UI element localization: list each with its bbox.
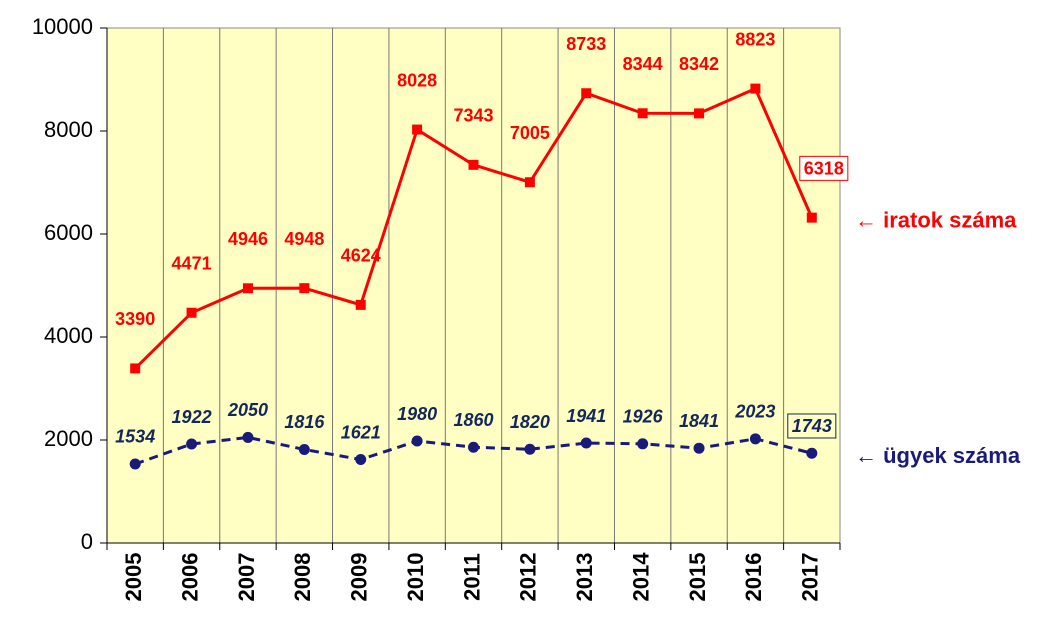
x-tick-label: 2007: [234, 553, 259, 602]
x-tick-label: 2006: [177, 553, 202, 602]
marker: [411, 435, 423, 447]
data-label: 2050: [227, 400, 268, 420]
data-label: 1621: [341, 422, 381, 442]
marker: [355, 454, 367, 466]
data-label: 8823: [735, 29, 775, 49]
data-label: 3390: [115, 309, 155, 329]
y-tick-label: 4000: [44, 323, 93, 348]
marker: [637, 108, 648, 119]
data-label-box: [787, 413, 837, 439]
data-label: 1922: [172, 407, 212, 427]
data-label: 4471: [172, 253, 212, 273]
marker: [298, 443, 310, 455]
data-label: 1820: [510, 412, 550, 432]
data-label: 1860: [453, 410, 493, 430]
y-tick-label: 2000: [44, 426, 93, 451]
y-tick-label: 6000: [44, 220, 93, 245]
y-tick-label: 0: [81, 529, 93, 554]
x-tick-label: 2011: [459, 553, 484, 601]
marker: [412, 124, 423, 135]
legend-label: ← ügyek száma: [855, 443, 1021, 468]
marker: [242, 283, 253, 294]
data-label: 7343: [453, 106, 493, 126]
x-tick-label: 2008: [290, 553, 315, 602]
marker: [524, 177, 535, 188]
marker: [581, 88, 592, 99]
marker: [693, 442, 705, 454]
data-label: 2023: [734, 402, 775, 422]
data-label: 6318: [804, 158, 844, 178]
marker: [299, 283, 310, 294]
data-label: 1926: [623, 407, 664, 427]
marker: [129, 458, 141, 470]
data-label: 4946: [228, 229, 268, 249]
marker: [186, 438, 198, 450]
data-label: 8028: [397, 70, 437, 90]
marker: [694, 108, 705, 119]
marker: [186, 307, 197, 318]
data-label: 1941: [566, 406, 606, 426]
marker: [242, 431, 254, 443]
marker: [468, 159, 479, 170]
data-label: 1841: [679, 411, 719, 431]
data-label: 8342: [679, 54, 719, 74]
data-label: 1980: [397, 404, 437, 424]
marker: [468, 441, 479, 453]
marker: [750, 83, 761, 94]
x-tick-label: 2014: [628, 552, 653, 602]
marker: [580, 437, 592, 449]
x-tick-label: 2015: [685, 553, 710, 602]
data-label: 1816: [284, 412, 325, 432]
x-tick-label: 2016: [741, 553, 766, 602]
x-tick-label: 2010: [403, 553, 428, 602]
x-tick-label: 2009: [347, 553, 372, 602]
data-label: 7005: [510, 123, 550, 143]
marker: [749, 433, 761, 445]
x-tick-label: 2005: [121, 553, 146, 602]
data-label: 8733: [566, 34, 606, 54]
plot-area: [106, 27, 841, 544]
x-tick-label: 2013: [572, 553, 597, 602]
data-label-box: [799, 155, 849, 181]
y-tick-label: 8000: [44, 117, 93, 142]
y-tick-label: 10000: [32, 14, 93, 39]
data-label: 4948: [284, 229, 324, 249]
legend-label: ← iratok száma: [855, 207, 1017, 232]
data-label: 1534: [115, 427, 155, 447]
marker: [524, 443, 536, 455]
x-tick-label: 2017: [798, 553, 823, 602]
x-tick-label: 2012: [516, 553, 541, 602]
marker: [806, 212, 817, 223]
data-label: 1743: [792, 416, 832, 436]
marker: [130, 363, 141, 374]
marker: [355, 299, 366, 310]
marker: [806, 447, 818, 459]
data-label: 8344: [623, 54, 663, 74]
data-label: 4624: [341, 246, 381, 266]
marker: [637, 438, 649, 450]
